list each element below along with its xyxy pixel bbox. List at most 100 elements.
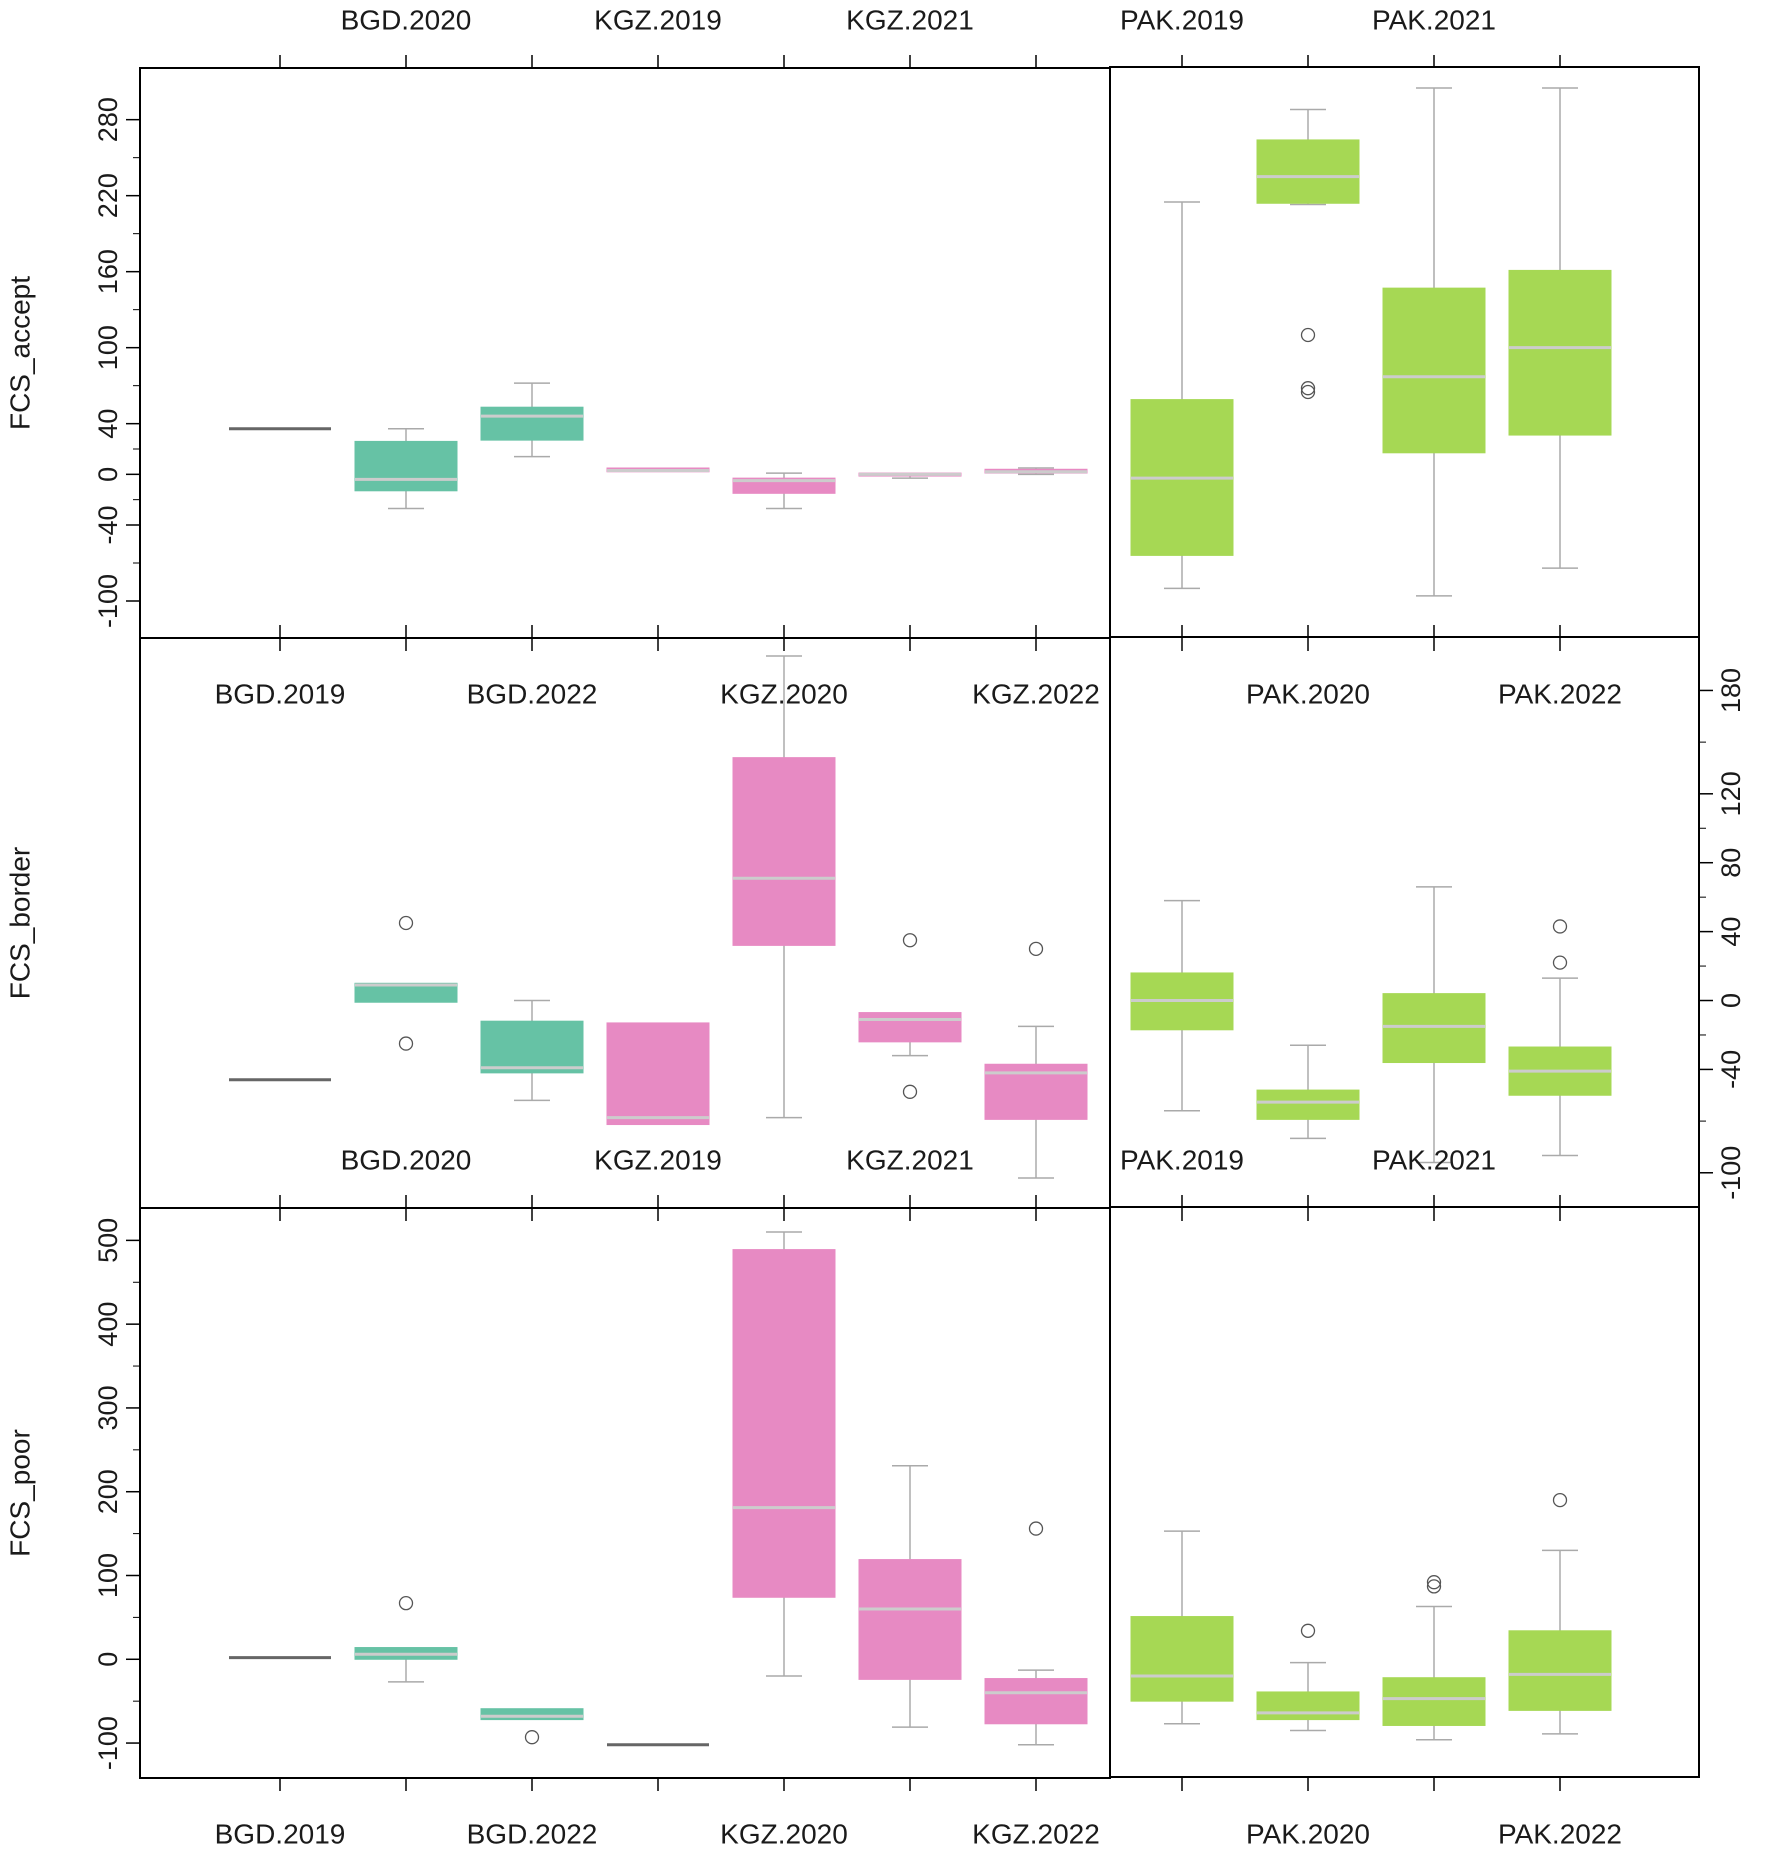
fcs-border-y-tick-label: -40 xyxy=(1716,1050,1746,1089)
fcs-border-bgd-2022-box xyxy=(480,1020,584,1074)
fcs-accept-pak-2020-outlier-1 xyxy=(1300,381,1316,396)
fcs-poor-y-tick-label: -100 xyxy=(93,1716,123,1770)
fcs-poor-kgz-2020-box xyxy=(732,1249,836,1598)
x-category-label-top-0-bgd-2020: BGD.2020 xyxy=(341,5,472,36)
fcs-poor-y-tick-label: 200 xyxy=(93,1469,123,1514)
fcs-poor-pak-2022-box xyxy=(1508,1630,1612,1711)
fcs-poor-y-axis-title: FCS_poor xyxy=(5,1429,36,1557)
fcs-poor-y-tick-label: 100 xyxy=(93,1553,123,1598)
fcs-poor-pak-2022-outlier-0 xyxy=(1552,1492,1568,1508)
x-category-label-bottom-1-pak-2022: PAK.2022 xyxy=(1498,1819,1622,1850)
x-category-label-bottom-1-kgz-2020: KGZ.2020 xyxy=(720,1819,848,1850)
fcs-accept-pak-2021-box-group xyxy=(1382,87,1486,597)
fcs-accept-pak-2021-box xyxy=(1382,287,1486,454)
fcs-poor-bgd-2022-box xyxy=(480,1708,584,1721)
fcs-border-pak-2020-box-group xyxy=(1256,1044,1360,1140)
fcs-accept-y-axis-title: FCS_accept xyxy=(5,276,36,430)
fcs-border-pak-2021-box-group xyxy=(1382,886,1486,1164)
fcs-border-y-tick-label: 40 xyxy=(1716,917,1746,947)
fcs-poor-bgd-2022-box-group xyxy=(480,1708,584,1745)
fcs-poor-kgz-2021-box-group xyxy=(858,1464,962,1728)
fcs-accept-y-tick-label: 0 xyxy=(93,467,123,482)
fcs-poor-y-tick-label: 300 xyxy=(93,1385,123,1430)
x-category-label-top-0-kgz-2019: KGZ.2019 xyxy=(594,5,722,36)
fcs-border-kgz-2020-box-group xyxy=(732,655,836,1119)
fcs-accept-y-tick-label: 220 xyxy=(93,173,123,218)
fcs-border-kgz-2019-box-group xyxy=(606,1022,710,1126)
x-category-label-bottom-0-kgz-2022: KGZ.2022 xyxy=(972,679,1100,710)
fcs-accept-kgz-2021-box-group xyxy=(858,472,962,479)
x-category-label-bottom-1-bgd-2022: BGD.2022 xyxy=(467,1819,598,1850)
fcs-accept-pak-2019-box-group xyxy=(1130,201,1234,590)
fcs-poor-pak-2021-box-group xyxy=(1382,1575,1486,1741)
fcs-accept-bgd-2020-box-group xyxy=(354,427,458,510)
x-category-label-bottom-1-bgd-2019: BGD.2019 xyxy=(215,1819,346,1850)
fcs-border-pak-2022-outlier-1 xyxy=(1552,955,1568,970)
fcs-border-y-tick-label: -100 xyxy=(1716,1146,1746,1200)
x-category-label-top-1-pak-2019: PAK.2019 xyxy=(1120,1145,1244,1176)
fcs-border-kgz-2019-box xyxy=(606,1022,710,1126)
x-category-label-top-0-kgz-2021: KGZ.2021 xyxy=(846,5,974,36)
fcs-poor-frame-right xyxy=(1109,1206,1700,1778)
fcs-border-y-tick-label: 120 xyxy=(1716,771,1746,816)
fcs-accept-bgd-2022-box xyxy=(480,406,584,441)
fcs-border-kgz-2020-box xyxy=(732,757,836,946)
fcs-accept-pak-2020-outlier-2 xyxy=(1300,384,1316,400)
fcs-border-bgd-2022-box-group xyxy=(480,999,584,1102)
x-category-label-bottom-0-pak-2020: PAK.2020 xyxy=(1246,679,1370,710)
fcs-poor-kgz-2022-box xyxy=(984,1678,1088,1725)
fcs-border-kgz-2021-box-group xyxy=(858,933,962,1099)
fcs-poor-kgz-2022-outlier-0 xyxy=(1028,1521,1044,1536)
fcs-border-pak-2019-box-group xyxy=(1130,899,1234,1112)
fcs-poor-pak-2021-box xyxy=(1382,1677,1486,1726)
x-category-label-top-1-kgz-2019: KGZ.2019 xyxy=(594,1145,722,1176)
label-layer: FCS_accept FCS_border FCS_poor BGD.2020 KGZ.… xyxy=(5,5,1623,1850)
fcs-accept-y-tick-label: -100 xyxy=(93,574,123,628)
fcs-poor-pak-2020-outlier-0 xyxy=(1300,1623,1316,1638)
fcs-border-pak-2020-box xyxy=(1256,1089,1360,1120)
x-category-label-top-0-pak-2019: PAK.2019 xyxy=(1120,5,1244,36)
fcs-accept-y-tick-label: 100 xyxy=(93,325,123,370)
fcs-accept-pak-2022-box-group xyxy=(1508,87,1612,569)
fcs-poor-y-tick-label: 400 xyxy=(93,1302,123,1347)
fcs-accept-pak-2020-box xyxy=(1256,139,1360,204)
fcs-accept-pak-2020-outlier-0 xyxy=(1300,327,1316,343)
fcs-poor-pak-2019-box xyxy=(1130,1616,1234,1702)
fcs-accept-bgd-2022-box-group xyxy=(480,382,584,458)
fcs-border-bgd-2020-outlier-1 xyxy=(398,1036,414,1051)
x-category-label-bottom-1-pak-2020: PAK.2020 xyxy=(1246,1819,1370,1850)
fcs-accept-kgz-2022-box-group xyxy=(984,467,1088,476)
fcs-border-kgz-2021-outlier-1 xyxy=(902,1084,918,1099)
fcs-border-pak-2022-box-group xyxy=(1508,919,1612,1157)
x-category-label-top-0-pak-2021: PAK.2021 xyxy=(1372,5,1496,36)
x-category-label-bottom-0-pak-2022: PAK.2022 xyxy=(1498,679,1622,710)
fcs-border-bgd-2020-outlier-0 xyxy=(398,915,414,931)
x-category-label-top-1-bgd-2020: BGD.2020 xyxy=(341,1145,472,1176)
fcs-accept-bgd-2020-box xyxy=(354,440,458,492)
fcs-border-kgz-2022-box-group xyxy=(984,941,1088,1179)
frame-layer xyxy=(139,66,1700,1779)
fcs-border-pak-2022-outlier-0 xyxy=(1552,919,1568,934)
fcs-poor-pak-2020-box-group xyxy=(1256,1623,1360,1732)
fcs-poor-y-tick-label: 500 xyxy=(93,1218,123,1263)
fcs-poor-bgd-2020-outlier-0 xyxy=(398,1595,414,1611)
x-category-label-top-1-kgz-2021: KGZ.2021 xyxy=(846,1145,974,1176)
fcs-border-kgz-2022-outlier-0 xyxy=(1028,941,1044,956)
fcs-border-y-axis-title: FCS_border xyxy=(5,847,36,1000)
fcs-poor-kgz-2021-box xyxy=(858,1559,962,1680)
axis-layer: -100 -40 0 40 100 160 220 280 -100 -40 0 40 80 120 180… xyxy=(93,55,1746,1791)
fcs-accept-pak-2022-box xyxy=(1508,269,1612,436)
fcs-poor-pak-2020-box xyxy=(1256,1691,1360,1721)
fcs-border-bgd-2020-box-group xyxy=(354,915,458,1051)
fcs-poor-pak-2022-box-group xyxy=(1508,1492,1612,1735)
fcs-accept-y-tick-label: 280 xyxy=(93,97,123,142)
fcs-accept-pak-2020-box-group xyxy=(1256,108,1360,400)
fcs-poor-pak-2021-outlier-1 xyxy=(1426,1579,1442,1594)
fcs-accept-y-tick-label: -40 xyxy=(93,505,123,544)
fcs-border-y-tick-label: 0 xyxy=(1716,993,1746,1008)
fcs-poor-pak-2019-box-group xyxy=(1130,1530,1234,1725)
fcs-poor-pak-2021-outlier-0 xyxy=(1426,1575,1442,1590)
fcs-accept-kgz-2019-box-group xyxy=(606,467,710,473)
fcs-poor-kgz-2022-box-group xyxy=(984,1521,1088,1746)
